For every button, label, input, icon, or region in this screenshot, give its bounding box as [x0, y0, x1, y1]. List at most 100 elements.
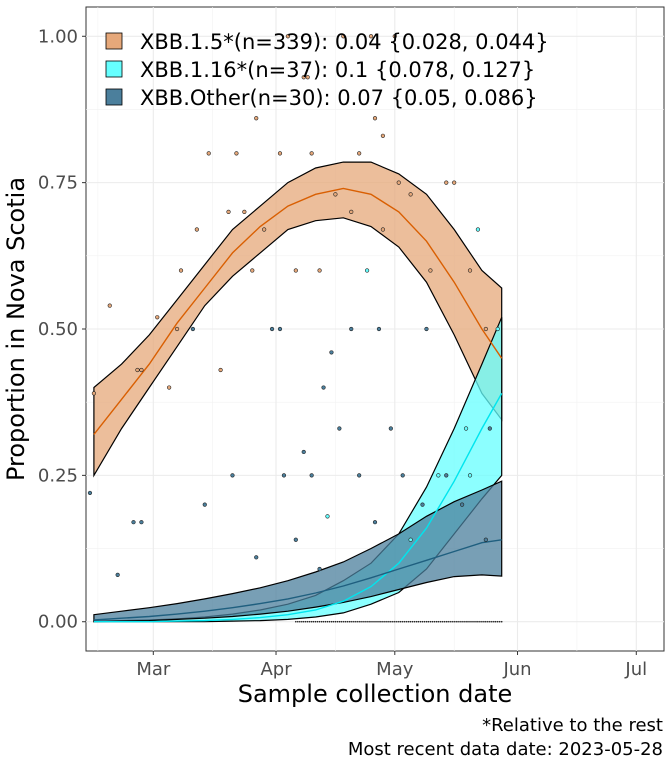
observation-point: [226, 209, 231, 215]
observation-point: [357, 473, 362, 478]
observation-point: [357, 151, 362, 156]
observation-points: [87, 34, 500, 577]
legend-swatch-series-0: [105, 32, 123, 50]
zero-observation-point: [398, 620, 400, 623]
x-axis-title: Sample collection date: [238, 680, 513, 708]
zero-observation-point: [364, 620, 366, 623]
zero-observations: [295, 620, 503, 623]
zero-observation-point: [334, 620, 337, 623]
zero-observation-point: [310, 620, 313, 623]
zero-observation-point: [384, 620, 386, 623]
zero-observation-point: [360, 620, 362, 623]
zero-observation-point: [301, 620, 303, 623]
zero-observation-point: [433, 620, 436, 623]
zero-observation-point: [475, 620, 477, 623]
zero-observation-point: [498, 620, 501, 623]
observation-point: [329, 350, 334, 355]
y-axis-ticks: 0.00 0.25 0.50 0.75 1.00: [38, 26, 86, 633]
zero-observation-point: [372, 620, 374, 623]
observation-point: [483, 537, 488, 542]
zero-observation-point: [427, 620, 430, 623]
observation-point: [349, 209, 354, 215]
zero-observation-point: [299, 620, 301, 623]
observation-point: [131, 520, 136, 525]
observation-point: [234, 151, 239, 156]
zero-observation-point: [461, 620, 463, 623]
zero-observation-point: [493, 620, 495, 623]
observation-point: [392, 34, 397, 39]
zero-observation-point: [407, 620, 410, 623]
observation-point: [194, 227, 199, 232]
zero-observation-point: [344, 620, 347, 623]
observation-point: [305, 75, 310, 80]
zero-observation-point: [342, 620, 345, 623]
zero-observation-point: [330, 620, 333, 623]
observation-point: [309, 473, 314, 478]
zero-observation-point: [453, 620, 456, 623]
zero-observation-point: [350, 620, 353, 623]
zero-observation-point: [415, 620, 418, 623]
zero-observation-point: [374, 620, 376, 623]
zero-observation-point: [314, 620, 317, 623]
observation-point: [467, 473, 473, 478]
zero-observation-point: [346, 620, 349, 623]
zero-observation-point: [443, 620, 446, 623]
y-tick-label: 1.00: [38, 26, 78, 47]
zero-observation-point: [423, 620, 426, 623]
zero-observation-point: [496, 620, 499, 623]
observation-point: [293, 268, 298, 273]
zero-observation-point: [340, 620, 343, 623]
observation-point: [372, 116, 378, 121]
zero-observation-point: [463, 620, 465, 623]
zero-observation-point: [465, 620, 467, 623]
observation-point: [452, 180, 457, 185]
zero-observation-point: [352, 620, 355, 623]
observation-point: [424, 326, 429, 332]
observation-point: [495, 326, 500, 332]
observation-point: [436, 473, 441, 478]
zero-observation-point: [469, 620, 471, 623]
zero-observation-point: [370, 620, 372, 623]
observation-point: [91, 391, 97, 396]
observation-point: [301, 75, 306, 80]
zero-observation-point: [483, 620, 485, 623]
observation-point: [281, 473, 287, 478]
zero-observation-point: [417, 620, 420, 623]
zero-observation-point: [312, 620, 315, 623]
observation-point: [285, 34, 291, 39]
legend-label-series-2: XBB.Other(n=30): 0.07 {0.05, 0.086}: [140, 86, 538, 110]
observation-point: [277, 326, 283, 332]
observation-point: [396, 180, 401, 185]
legend: XBB.1.5*(n=339): 0.04 {0.028, 0.044} XBB.…: [105, 30, 549, 110]
observation-point: [190, 326, 195, 332]
observation-point: [444, 180, 449, 185]
observation-point: [368, 34, 374, 39]
legend-label-series-0: XBB.1.5*(n=339): 0.04 {0.028, 0.044}: [140, 30, 549, 54]
x-tick-label: Mar: [136, 659, 171, 680]
observation-point: [388, 426, 393, 431]
zero-observation-point: [302, 620, 305, 623]
ci-band-series-2: [93, 480, 503, 623]
observation-point: [400, 473, 405, 478]
observation-point: [475, 227, 481, 232]
zero-observation-point: [322, 620, 325, 623]
zero-observation-point: [491, 620, 493, 623]
observation-point: [262, 227, 267, 232]
zero-observation-point: [473, 620, 475, 623]
observation-point: [364, 268, 370, 273]
zero-observation-point: [356, 620, 359, 623]
zero-observation-point: [409, 620, 412, 623]
zero-observation-point: [401, 620, 404, 623]
observation-point: [325, 514, 330, 519]
legend-swatch-series-1: [105, 60, 123, 78]
zero-observation-point: [358, 620, 361, 623]
x-tick-label: Apr: [260, 659, 292, 680]
observation-point: [178, 268, 184, 273]
zero-observation-point: [306, 620, 309, 623]
observation-point: [293, 537, 298, 542]
zero-observation-point: [467, 620, 469, 623]
zero-observation-point: [320, 620, 323, 623]
zero-observation-point: [392, 620, 394, 623]
zero-observation-point: [318, 620, 321, 623]
